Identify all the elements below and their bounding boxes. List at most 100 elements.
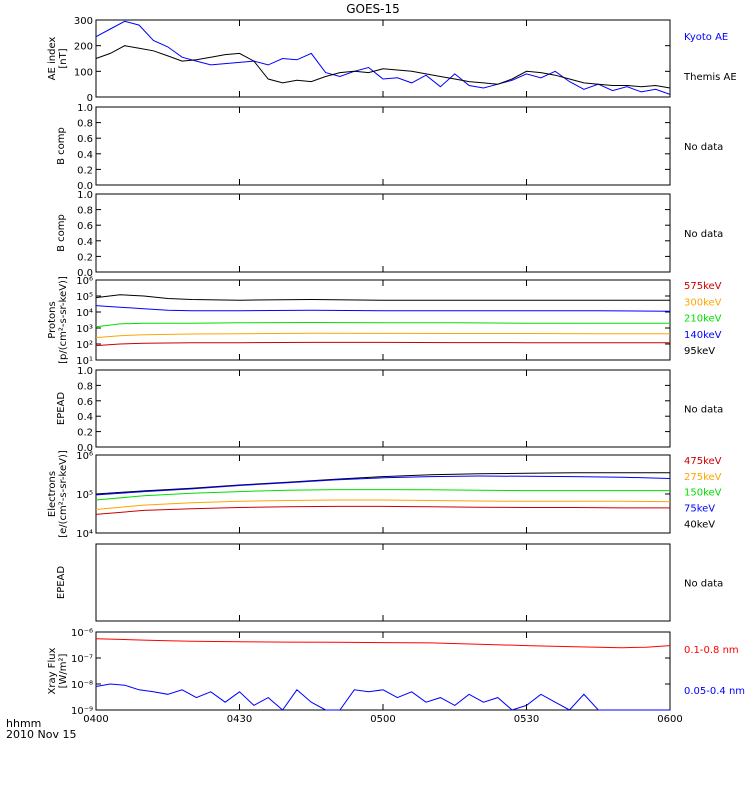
panel-b2: 0.0 0.2 0.4 0.6 0.8 1.0 B comp No data — [56, 190, 723, 279]
panel-ae: 0 100 200 300 AE index [nT] Kyoto AE Themis AE — [47, 16, 737, 104]
y-tick-label: 0.6 — [77, 221, 93, 232]
series-line-themis-ae — [95, 45, 671, 89]
y-tick-label: 0.8 — [77, 206, 93, 217]
y-tick-label: 10⁶ — [76, 276, 93, 287]
legend-entry: Themis AE — [683, 72, 737, 83]
series-line-275kev — [95, 499, 671, 510]
y-tick-label: 200 — [74, 42, 93, 53]
x-tick-label: 0430 — [227, 714, 252, 725]
y-tick-label: 10³ — [76, 324, 93, 335]
series-line-0-1-0-8-nm — [95, 638, 671, 649]
legend-entry: 575keV — [684, 281, 722, 292]
y-tick-label: 0.8 — [77, 119, 93, 130]
y-tick-label: 100 — [74, 67, 93, 78]
legend-entry: 95keV — [684, 346, 715, 357]
y-tick-label: 0.0 — [77, 268, 93, 279]
y-axis-label: Electrons — [47, 471, 58, 517]
legend-entry: 0.05-0.4 nm — [684, 686, 745, 697]
y-tick-label: 0.2 — [77, 428, 93, 439]
y-tick-label: 300 — [74, 16, 93, 27]
panel-frame — [95, 19, 671, 98]
y-tick-label: 10⁵ — [76, 292, 93, 303]
series-line-210kev — [95, 321, 670, 328]
y-tick-label: 1.0 — [77, 190, 93, 201]
no-data-label: No data — [684, 229, 723, 240]
y-tick-label: 0 — [87, 93, 93, 104]
legend-entry: 75keV — [684, 504, 715, 515]
figure-title: GOES-15 — [346, 2, 400, 16]
legend-entry: 40keV — [684, 519, 715, 530]
date-label: 2010 Nov 15 — [6, 728, 76, 741]
series-line-kyoto-ae — [95, 20, 671, 95]
y-tick-label: 0.4 — [77, 237, 93, 248]
y-tick-label: 10⁻⁹ — [71, 706, 93, 717]
panel-electrons: 10⁴ 10⁵ 10⁶ Electrons [e/(cm²-s-sr-keV)] 475k… — [47, 450, 722, 540]
y-axis-label: EPEAD — [56, 566, 67, 600]
legend-entry: 140keV — [684, 330, 722, 341]
x-tick-label: 0500 — [370, 714, 395, 725]
no-data-label: No data — [684, 579, 723, 590]
y-tick-label: 0.0 — [77, 443, 93, 454]
y-axis-label: [nT] — [58, 48, 69, 68]
no-data-label: No data — [684, 142, 723, 153]
y-axis-label: [p/(cm²-s-sr-keV)] — [58, 276, 69, 364]
y-tick-label: 10⁶ — [76, 451, 93, 462]
legend-entry: 275keV — [684, 472, 722, 483]
y-tick-label: 10⁵ — [76, 490, 93, 501]
y-axis-label: B comp — [56, 214, 67, 252]
y-tick-label: 10⁻⁷ — [71, 654, 93, 665]
panel-frame — [95, 193, 671, 273]
y-axis-label: EPEAD — [56, 392, 67, 426]
legend-entry: Kyoto AE — [684, 32, 728, 43]
y-axis-label: [W/m²] — [58, 653, 69, 688]
series-line-150kev — [95, 489, 670, 501]
legend-entry: 475keV — [684, 456, 722, 467]
panel-xray: 10⁻⁹ 10⁻⁸ 10⁻⁷ 10⁻⁶ Xray Flux [W/m²] 0.1-0.8 n… — [47, 628, 745, 717]
y-tick-label: 10⁻⁸ — [71, 680, 93, 691]
y-axis-label: Protons — [47, 301, 58, 338]
legend-entry: 150keV — [684, 488, 722, 499]
legend-entry: 0.1-0.8 nm — [684, 645, 739, 656]
series-line-140kev — [95, 305, 671, 312]
series-line-0-05-0-4-nm — [95, 683, 670, 711]
x-tick-label: 0400 — [83, 714, 108, 725]
y-tick-label: 10¹ — [76, 356, 93, 367]
y-tick-label: 1.0 — [77, 366, 93, 377]
no-data-label: No data — [684, 405, 723, 416]
y-axis-label: AE index — [47, 37, 58, 81]
series-line-95kev — [95, 294, 670, 301]
panel-frame — [95, 631, 671, 711]
panel-frame — [95, 369, 671, 448]
series-line-75kev — [95, 475, 671, 496]
y-axis-label: Xray Flux — [47, 647, 58, 694]
panel-epead1: 0.0 0.2 0.4 0.6 0.8 1.0 EPEAD No data — [56, 366, 723, 454]
series-line-475kev — [95, 505, 670, 515]
y-tick-label: 0.8 — [77, 381, 93, 392]
y-tick-label: 0.2 — [77, 165, 93, 176]
x-tick-label: 0530 — [514, 714, 539, 725]
y-tick-label: 10⁴ — [76, 308, 93, 319]
y-tick-label: 10² — [76, 340, 93, 351]
x-axis: 0400 0430 0500 0530 0600 — [83, 20, 683, 725]
y-tick-label: 0.2 — [77, 252, 93, 263]
y-tick-label: 10⁴ — [76, 529, 93, 540]
y-tick-label: 0.4 — [77, 150, 93, 161]
panel-frame — [95, 543, 671, 622]
y-axis-label: B comp — [56, 127, 67, 165]
y-tick-label: 0.4 — [77, 412, 93, 423]
legend-entry: 210keV — [684, 314, 722, 325]
panel-frame — [95, 106, 671, 186]
series-line-40kev — [95, 472, 670, 495]
panel-b1: 0.0 0.2 0.4 0.6 0.8 1.0 B comp No data — [56, 103, 723, 192]
panel-protons: 10¹ 10² 10³ 10⁴ 10⁵ 10⁶ Protons [p/(cm²-s-sr-ke… — [47, 276, 722, 367]
y-tick-label: 1.0 — [77, 103, 93, 114]
hhmm-label: hhmm — [6, 717, 41, 730]
panel-epead2: EPEAD No data — [56, 543, 723, 622]
panel-frame — [95, 279, 671, 361]
legend-entry: 300keV — [684, 297, 722, 308]
y-axis-label: [e/(cm²-s-sr-keV)] — [58, 450, 69, 538]
y-tick-label: 0.6 — [77, 397, 93, 408]
y-tick-label: 0.6 — [77, 134, 93, 145]
